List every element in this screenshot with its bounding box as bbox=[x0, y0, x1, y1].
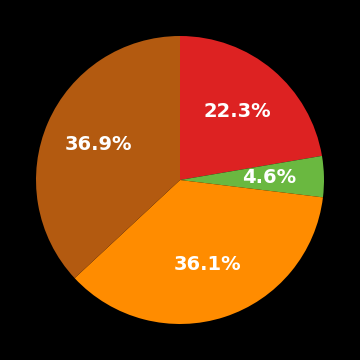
Wedge shape bbox=[36, 36, 180, 278]
Text: 36.9%: 36.9% bbox=[64, 135, 132, 154]
Wedge shape bbox=[180, 36, 322, 180]
Text: 4.6%: 4.6% bbox=[242, 168, 296, 188]
Wedge shape bbox=[180, 156, 324, 197]
Text: 22.3%: 22.3% bbox=[204, 102, 271, 121]
Wedge shape bbox=[75, 180, 323, 324]
Text: 36.1%: 36.1% bbox=[174, 255, 242, 274]
